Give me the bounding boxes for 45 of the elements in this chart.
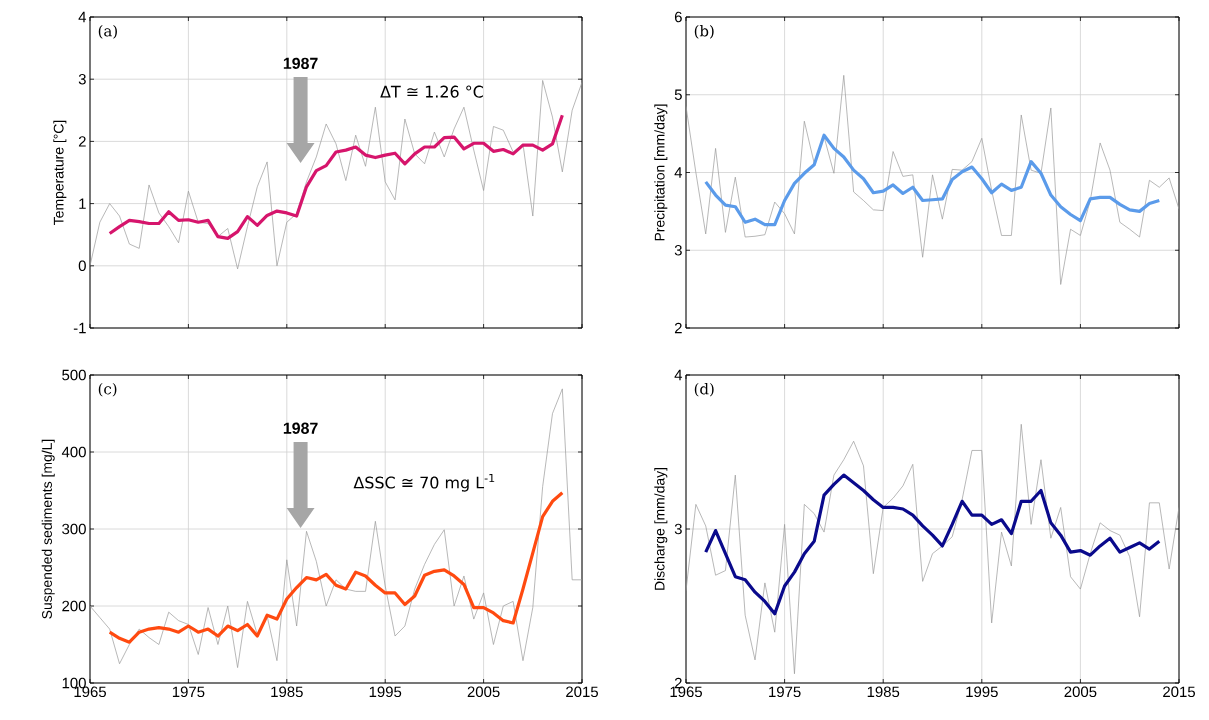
y-tick-label: 3 (674, 523, 682, 535)
y-tick-label: -1 (73, 322, 86, 334)
annotation: ΔSSC ≅ 70 mg L$^{-1}$ (353, 473, 495, 492)
line-series (108, 113, 564, 241)
line-series (90, 80, 583, 270)
y-axis-title: Temperature [°C] (53, 120, 67, 225)
y-tick-label: 200 (62, 600, 86, 612)
y-axis-title: Discharge [mm/day] (654, 468, 668, 590)
annotation: (b) (694, 24, 714, 39)
x-tick-label: 2015 (566, 686, 598, 698)
line-series (686, 423, 1180, 675)
line-series (686, 74, 1180, 285)
y-tick-label: 6 (674, 11, 682, 23)
y-tick-label: 400 (61, 446, 86, 458)
y-axis-title: Suspended sediments [mg/L] (41, 439, 55, 619)
y-tick-label: 3 (674, 244, 682, 256)
annotation: (d) (694, 382, 714, 397)
annotation: (c) (98, 382, 117, 397)
y-tick-label: 4 (674, 167, 683, 178)
x-tick-label: 1985 (271, 686, 303, 698)
y-tick-label: 4 (674, 369, 683, 381)
annotation: (a) (98, 24, 117, 39)
y-tick-label: 0 (78, 260, 86, 272)
x-tick-label: 1975 (769, 686, 801, 698)
y-tick-label: 3 (78, 73, 86, 85)
y-tick-label: 2 (78, 136, 86, 147)
annotation: 1987 (283, 422, 318, 434)
x-tick-label: 1995 (369, 686, 402, 698)
y-axis-title: Precipitation [mm/day] (654, 104, 668, 241)
annotation: 1987 (283, 57, 318, 69)
y-tick-label: 500 (62, 369, 86, 381)
x-tick-label: 2005 (1064, 686, 1097, 698)
x-tick-label: 1975 (172, 686, 205, 698)
x-tick-label: 2015 (1163, 686, 1195, 698)
x-tick-label: 1985 (867, 686, 900, 698)
y-tick-label: 300 (62, 523, 86, 535)
y-tick-label: 5 (674, 89, 682, 100)
y-tick-label: 2 (674, 322, 682, 334)
y-tick-label: 4 (78, 11, 87, 23)
line-series (108, 491, 564, 644)
line-series (704, 133, 1161, 227)
annotation: ΔT ≅ 1.26 °C (380, 85, 483, 98)
x-tick-label: 2005 (467, 686, 500, 698)
x-tick-label: 1995 (966, 686, 998, 698)
y-tick-label: 1 (79, 198, 86, 209)
